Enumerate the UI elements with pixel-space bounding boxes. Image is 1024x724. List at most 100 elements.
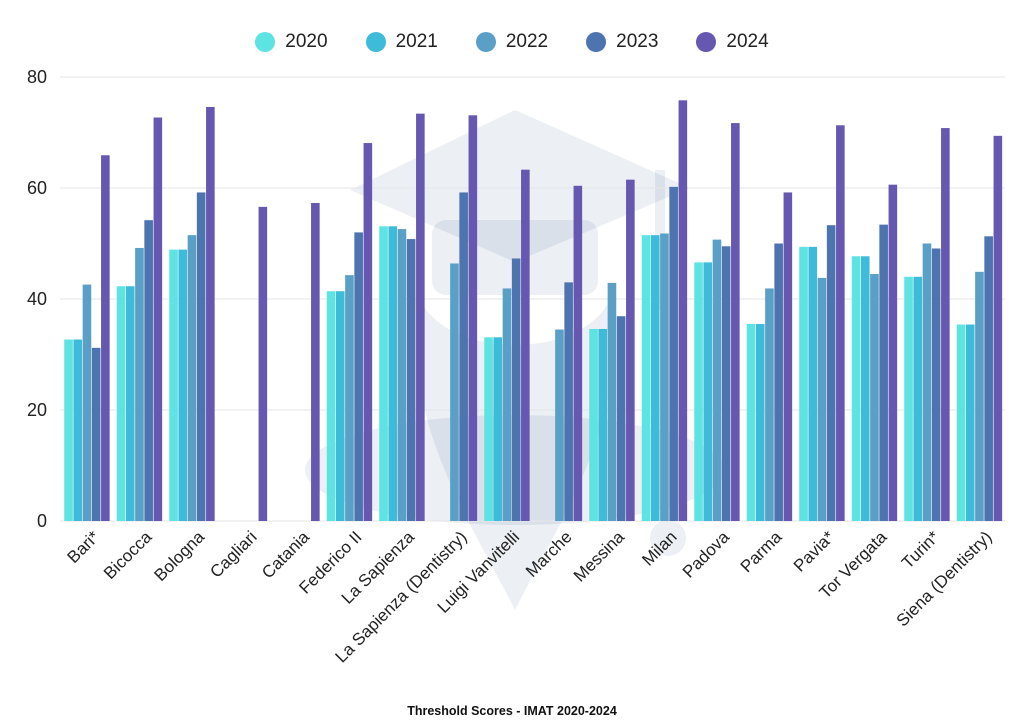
bar-2023 — [196, 192, 206, 521]
bar-2021 — [388, 226, 398, 522]
bar-2022 — [975, 271, 984, 521]
bar-2024 — [731, 123, 740, 521]
bar-2021 — [73, 339, 83, 521]
bar-2024 — [521, 169, 530, 521]
bar-2024 — [468, 115, 478, 522]
bar-2022 — [765, 288, 774, 521]
bar-2021 — [598, 328, 608, 521]
bar-2020 — [169, 249, 178, 522]
bar-2022 — [345, 275, 354, 521]
legend-label: 2023 — [616, 31, 659, 52]
bar-2020 — [641, 235, 651, 522]
bar-2020 — [799, 246, 808, 521]
bar-2021 — [178, 249, 188, 522]
bar-2021 — [335, 291, 345, 521]
bar-2020 — [589, 328, 598, 521]
bar-2022 — [135, 247, 144, 521]
legend-label: 2022 — [505, 31, 549, 52]
bars — [64, 100, 1003, 522]
legend-swatch — [586, 32, 607, 52]
bar-2024 — [993, 135, 1003, 521]
legend-label: 2020 — [285, 31, 328, 52]
bar-2023 — [406, 239, 416, 521]
x-tick-label: Bicocca — [100, 527, 156, 583]
y-axis: 0 20 40 60 80 — [27, 67, 47, 531]
gridlines — [60, 76, 1005, 522]
bar-2024 — [941, 128, 950, 521]
bar-2023 — [669, 186, 678, 521]
legend-label: 2024 — [726, 31, 769, 52]
bar-2021 — [755, 323, 765, 521]
legend-item-2023: 2023 — [586, 28, 658, 56]
bar-2022 — [607, 282, 617, 521]
x-tick-label: Pavia* — [790, 527, 838, 575]
bar-2023 — [354, 232, 363, 521]
bar-2021 — [860, 256, 870, 521]
legend: 2020 2021 2022 2023 2024 — [0, 28, 1024, 56]
bar-2022 — [712, 239, 722, 522]
bar-2023 — [931, 248, 941, 521]
x-tick-label: Turin* — [898, 527, 943, 572]
bar-2023 — [774, 243, 783, 521]
x-tick-label: Parma — [737, 527, 786, 576]
x-tick-label: Bologna — [151, 527, 209, 585]
bar-2023 — [91, 347, 101, 521]
bar-2023 — [721, 246, 731, 521]
x-tick-label: Padova — [679, 527, 734, 582]
x-tick-label: Siena (Dentistry) — [893, 527, 996, 630]
bar-2020 — [379, 226, 388, 522]
bar-2020 — [484, 337, 493, 521]
bar-2020 — [116, 286, 126, 521]
y-tick-label: 20 — [27, 400, 47, 420]
legend-swatch — [696, 32, 717, 52]
bar-2022 — [82, 284, 92, 521]
bar-2022 — [660, 233, 669, 521]
x-tick-label: Cagliari — [206, 527, 260, 581]
bar-2022 — [187, 235, 197, 522]
legend-item-2022: 2022 — [475, 28, 549, 56]
bar-2020 — [746, 323, 756, 521]
bar-2021 — [913, 276, 923, 521]
bar-2020 — [694, 262, 703, 521]
bar-2020 — [904, 276, 913, 521]
bar-2023 — [826, 225, 836, 521]
y-tick-label: 80 — [27, 67, 47, 87]
bar-2024 — [416, 113, 425, 521]
x-tick-label: Messina — [570, 527, 629, 586]
legend-item-2024: 2024 — [696, 28, 769, 56]
legend-swatch — [255, 32, 276, 52]
bar-2023 — [144, 220, 153, 521]
bar-2021 — [965, 324, 975, 521]
bar-2022 — [397, 229, 407, 521]
bar-2024 — [101, 155, 110, 521]
bar-2022 — [817, 277, 827, 521]
bar-2024 — [258, 206, 268, 521]
bar-2023 — [984, 236, 993, 521]
bar-2021 — [125, 286, 135, 521]
legend-item-2021: 2021 — [365, 28, 438, 56]
bar-2023 — [879, 224, 888, 521]
bar-2022 — [555, 329, 564, 521]
bar-2021 — [808, 246, 818, 521]
bar-2024 — [626, 179, 635, 522]
bar-2024 — [153, 117, 163, 521]
bar-2021 — [703, 262, 713, 521]
x-tick-label: Bari* — [64, 527, 104, 567]
bar-2023 — [616, 316, 626, 521]
bar-2023 — [564, 282, 573, 521]
bar-2023 — [459, 192, 468, 521]
bar-2020 — [956, 324, 966, 521]
bar-2022 — [502, 288, 512, 521]
bar-2024 — [678, 100, 688, 521]
bar-2022 — [450, 263, 459, 521]
bar-2024 — [311, 202, 320, 522]
chart-title: Threshold Scores - IMAT 2020-2024 — [407, 704, 617, 718]
bar-2023 — [511, 258, 521, 521]
y-tick-label: 0 — [37, 511, 47, 531]
y-tick-label: 40 — [27, 289, 47, 309]
bar-2024 — [888, 184, 898, 522]
bar-2021 — [493, 337, 503, 521]
bar-2022 — [922, 243, 932, 521]
